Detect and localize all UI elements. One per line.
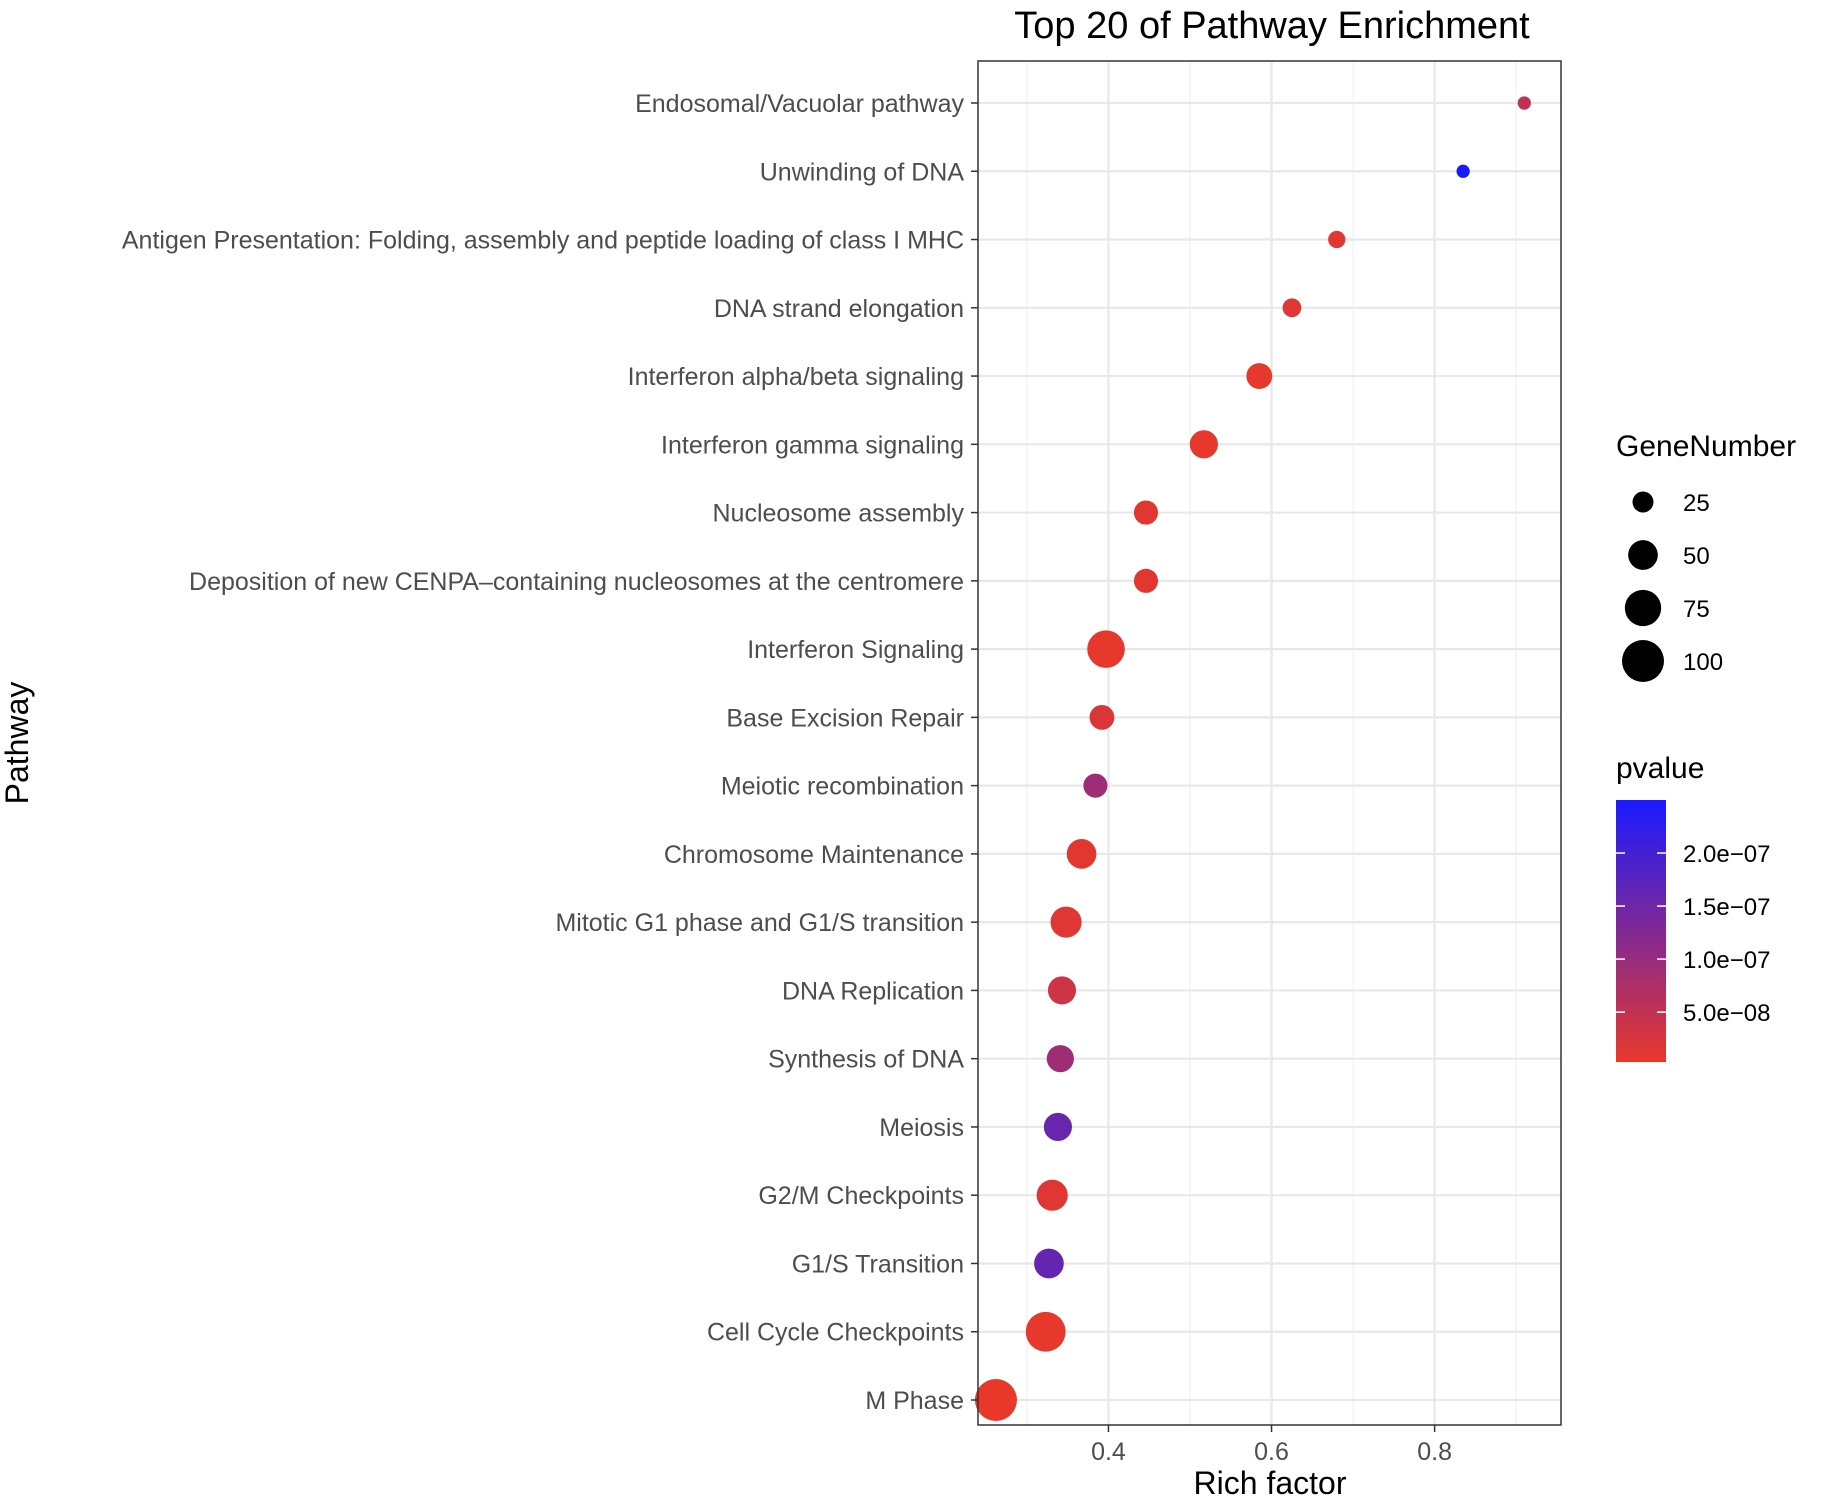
- data-point: [1050, 906, 1082, 938]
- y-tick-label: Nucleosome assembly: [713, 500, 965, 528]
- y-tick-label: DNA strand elongation: [714, 295, 964, 323]
- y-tick-label: Chromosome Maintenance: [664, 841, 964, 869]
- legend-size-label: 100: [1683, 649, 1723, 676]
- legend-size-key: [1624, 589, 1662, 627]
- legend-pvalue-title: pvalue: [1616, 752, 1704, 785]
- y-tick-label: Deposition of new CENPA–containing nucle…: [189, 568, 964, 596]
- data-point: [1133, 568, 1159, 593]
- data-point: [1083, 773, 1108, 798]
- legend-pvalue-label: 1.5e−07: [1683, 894, 1770, 921]
- data-point: [1043, 1112, 1072, 1142]
- y-tick-label: Endosomal/Vacuolar pathway: [635, 90, 964, 118]
- legend-size-label: 50: [1683, 543, 1710, 570]
- y-axis: Endosomal/Vacuolar pathway Unwinding of D…: [122, 90, 978, 1415]
- y-tick-label: G1/S Transition: [792, 1250, 964, 1278]
- gridlines: [978, 61, 1561, 1425]
- y-tick-label: Antigen Presentation: Folding, assembly …: [122, 227, 964, 255]
- chart-title: Top 20 of Pathway Enrichment: [1014, 5, 1530, 47]
- data-point: [1036, 1179, 1068, 1211]
- legend-size-key: [1622, 640, 1664, 682]
- data-point: [1133, 500, 1159, 525]
- plot-panel-border: [977, 60, 1562, 1426]
- data-point: [1034, 1248, 1064, 1279]
- data-point: [1025, 1311, 1066, 1352]
- y-tick-label: Interferon gamma signaling: [661, 431, 964, 459]
- data-point: [1066, 839, 1097, 869]
- legend-gene-number: GeneNumber 25 50 75 100: [1616, 430, 1796, 682]
- legend-size-title: GeneNumber: [1616, 430, 1796, 463]
- data-points: [974, 96, 1531, 1421]
- legend-size-key: [1628, 540, 1658, 570]
- data-point: [1246, 363, 1273, 389]
- y-tick-label: DNA Replication: [782, 977, 964, 1005]
- y-tick-label: Interferon alpha/beta signaling: [628, 363, 964, 391]
- legend-pvalue: pvalue 5.0e−08 1.0e−07 1.5e−07 2.0e−07: [1616, 752, 1770, 1062]
- legend-size-key: [1632, 491, 1654, 513]
- x-tick-label: 0.8: [1417, 1438, 1452, 1466]
- y-axis-title: Pathway: [0, 682, 35, 805]
- y-tick-label: G2/M Checkpoints: [758, 1182, 964, 1210]
- data-point: [1456, 164, 1470, 178]
- data-point: [1087, 630, 1125, 668]
- legend-pvalue-label: 5.0e−08: [1683, 1000, 1770, 1027]
- y-tick-label: Meiotic recombination: [721, 773, 964, 801]
- y-tick-label: Interferon Signaling: [747, 636, 964, 664]
- data-point: [1047, 976, 1077, 1005]
- y-tick-label: Meiosis: [879, 1114, 964, 1142]
- y-tick-label: Cell Cycle Checkpoints: [707, 1319, 964, 1347]
- legend-pvalue-label: 2.0e−07: [1683, 841, 1770, 868]
- legend-size-label: 25: [1683, 490, 1710, 517]
- data-point: [1189, 430, 1218, 459]
- x-axis: 0.4 0.6 0.8: [1091, 1425, 1452, 1466]
- data-point: [1328, 230, 1346, 249]
- y-tick-label: M Phase: [865, 1387, 964, 1415]
- legend-size-label: 75: [1683, 596, 1710, 623]
- legend-pvalue-label: 1.0e−07: [1683, 947, 1770, 974]
- y-tick-label: Base Excision Repair: [726, 704, 964, 732]
- data-point: [1517, 96, 1531, 110]
- legend-pvalue-colorbar: [1616, 800, 1666, 1062]
- x-tick-label: 0.4: [1091, 1438, 1126, 1466]
- data-point: [1282, 298, 1302, 318]
- data-point: [974, 1379, 1017, 1421]
- data-point: [1046, 1045, 1074, 1073]
- x-axis-title: Rich factor: [1194, 1465, 1347, 1501]
- x-tick-label: 0.6: [1254, 1438, 1289, 1466]
- y-tick-label: Synthesis of DNA: [768, 1046, 964, 1074]
- y-tick-label: Mitotic G1 phase and G1/S transition: [555, 909, 964, 937]
- y-tick-label: Unwinding of DNA: [760, 158, 965, 186]
- data-point: [1089, 704, 1115, 730]
